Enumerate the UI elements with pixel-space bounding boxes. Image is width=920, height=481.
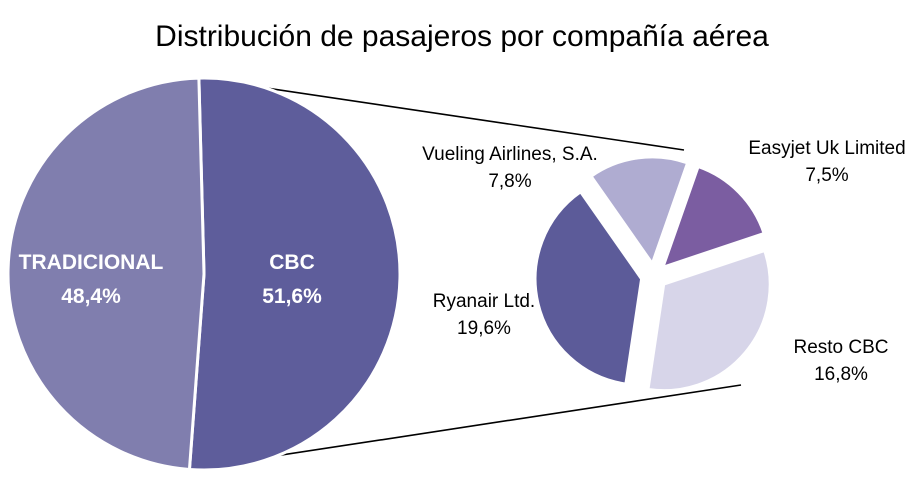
slice-percentage: 7,8% (488, 171, 532, 192)
slice-name: Vueling Airlines, S.A. (422, 144, 598, 165)
pie-slice-vueling-airlines-s-a (590, 155, 689, 265)
label-tradicional: TRADICIONAL 48,4% (19, 246, 164, 314)
label-ryanair: Ryanair Ltd. 19,6% (433, 288, 535, 342)
label-easyjet: Easyjet Uk Limited 7,5% (748, 135, 905, 189)
label-vueling: Vueling Airlines, S.A. 7,8% (422, 141, 598, 195)
pie-slice-resto-cbc (646, 249, 772, 392)
slice-percentage: 16,8% (814, 364, 868, 385)
slice-percentage: 7,5% (805, 165, 849, 186)
slice-name: CBC (269, 251, 315, 274)
connector-line (198, 77, 685, 151)
pie-slice-easyjet-uk-limited (662, 165, 766, 269)
pie-slice-tradicional (6, 76, 206, 471)
pie-slice-cbc (187, 76, 402, 472)
slice-name: Ryanair Ltd. (432, 291, 536, 312)
chart-title: Distribución de pasajeros por compañía a… (155, 20, 769, 53)
slice-name: Easyjet Uk Limited (748, 138, 906, 159)
slice-name: TRADICIONAL (18, 251, 164, 274)
slice-percentage: 48,4% (61, 285, 121, 308)
label-cbc: CBC 51,6% (262, 246, 322, 314)
slice-percentage: 19,6% (457, 318, 511, 339)
label-resto-cbc: Resto CBC 16,8% (793, 334, 888, 388)
slice-name: Resto CBC (793, 337, 889, 358)
slice-percentage: 51,6% (262, 285, 322, 308)
pie-slice-ryanair-ltd (534, 190, 643, 386)
